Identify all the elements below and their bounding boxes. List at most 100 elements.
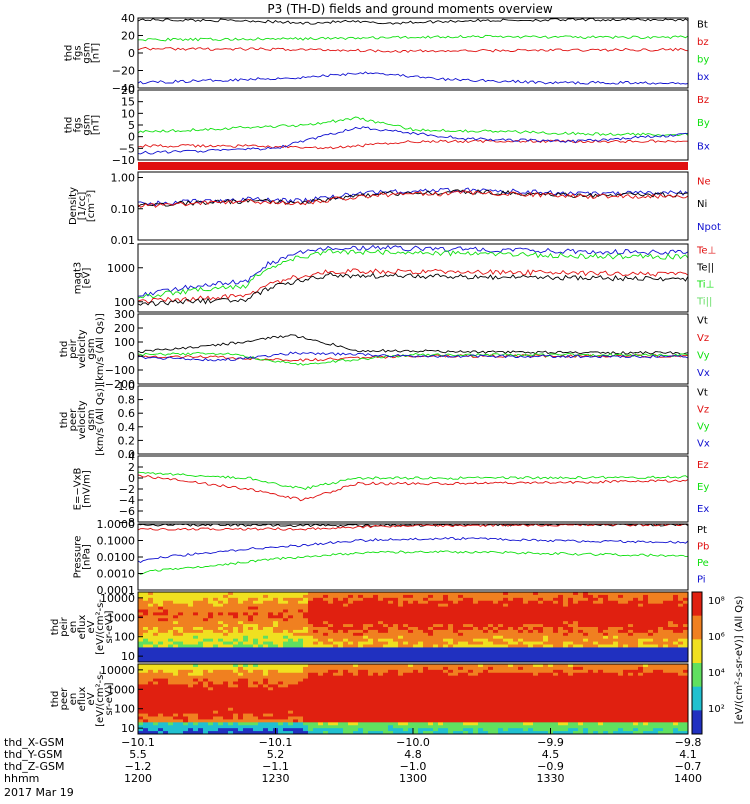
spectrogram-cell <box>378 650 384 653</box>
spectrogram-cell <box>333 642 339 645</box>
spectrogram-cell <box>238 705 244 708</box>
spectrogram-cell <box>628 630 634 633</box>
spectrogram-cell <box>453 621 459 624</box>
spectrogram-cell <box>383 607 389 610</box>
spectrogram-cell <box>158 702 164 705</box>
spectrogram-cell <box>288 673 294 676</box>
spectrogram-cell <box>583 601 589 604</box>
spectrogram-cell <box>383 690 389 693</box>
spectrogram-cell <box>263 615 269 618</box>
spectrogram-cell <box>423 664 429 667</box>
spectrogram-cell <box>488 647 494 650</box>
spectrogram-cell <box>453 598 459 601</box>
spectrogram-cell <box>383 592 389 595</box>
spectrogram-cell <box>168 645 174 648</box>
spectrogram-cell <box>278 610 284 613</box>
spectrogram-cell <box>263 645 269 648</box>
spectrogram-cell <box>373 630 379 633</box>
spectrogram-cell <box>293 645 299 648</box>
spectrogram-cell <box>383 621 389 624</box>
spectrogram-cell <box>493 705 499 708</box>
spectrogram-cell <box>503 725 509 728</box>
spectrogram-cell <box>353 687 359 690</box>
spectrogram-cell <box>543 624 549 627</box>
spectrogram-cell <box>488 699 494 702</box>
spectrogram-cell <box>648 653 654 656</box>
spectrogram-cell <box>523 604 529 607</box>
spectrogram-cell <box>328 719 334 722</box>
spectrogram-cell <box>608 595 614 598</box>
spectrogram-cell <box>518 664 524 667</box>
spectrogram-cell <box>258 722 264 725</box>
spectrogram-cell <box>203 615 209 618</box>
spectrogram-cell <box>168 717 174 720</box>
spectrogram-cell <box>373 682 379 685</box>
spectrogram-cell <box>473 719 479 722</box>
spectrogram-cell <box>593 621 599 624</box>
spectrogram-cell <box>208 636 214 639</box>
spectrogram-cell <box>438 714 444 717</box>
spectrogram-cell <box>408 650 414 653</box>
spectrogram-cell <box>373 604 379 607</box>
spectrogram-cell <box>568 595 574 598</box>
spectrogram-cell <box>208 656 214 659</box>
spectrogram-cell <box>563 607 569 610</box>
spectrogram-cell <box>478 624 484 627</box>
spectrogram-cell <box>488 650 494 653</box>
spectrogram-cell <box>623 630 629 633</box>
spectrogram-cell <box>318 647 324 650</box>
spectrogram-cell <box>483 690 489 693</box>
spectrogram-cell <box>528 722 534 725</box>
spectrogram-cell <box>538 719 544 722</box>
spectrogram-cell <box>363 714 369 717</box>
spectrogram-cell <box>228 642 234 645</box>
spectrogram-cell <box>193 639 199 642</box>
spectrogram-cell <box>478 693 484 696</box>
spectrogram-cell <box>448 690 454 693</box>
spectrogram-cell <box>573 627 579 630</box>
spectrogram-cell <box>273 650 279 653</box>
spectrogram-cell <box>668 624 674 627</box>
spectrogram-cell <box>463 656 469 659</box>
spectrogram-cell <box>468 676 474 679</box>
spectrogram-cell <box>348 647 354 650</box>
spectrogram-cell <box>403 684 409 687</box>
spectrogram-cell <box>158 595 164 598</box>
spectrogram-cell <box>673 642 679 645</box>
spectrogram-cell <box>498 592 504 595</box>
spectrogram-cell <box>543 684 549 687</box>
spectrogram-cell <box>653 627 659 630</box>
spectrogram-cell <box>163 639 169 642</box>
spectrogram-cell <box>418 612 424 615</box>
spectrogram-cell <box>513 682 519 685</box>
spectrogram-cell <box>233 722 239 725</box>
spectrogram-cell <box>548 711 554 714</box>
spectrogram-cell <box>298 676 304 679</box>
spectrogram-cell <box>368 682 374 685</box>
spectrogram-cell <box>603 610 609 613</box>
spectrogram-cell <box>328 633 334 636</box>
spectrogram-cell <box>413 627 419 630</box>
spectrogram-cell <box>553 653 559 656</box>
spectrogram-cell <box>448 621 454 624</box>
spectrogram-cell <box>528 664 534 667</box>
spectrogram-cell <box>358 595 364 598</box>
spectrogram-cell <box>408 702 414 705</box>
spectrogram-cell <box>318 714 324 717</box>
spectrogram-cell <box>278 693 284 696</box>
spectrogram-cell <box>138 699 144 702</box>
y-axis-label: [cm⁻³] <box>86 190 97 222</box>
spectrogram-cell <box>448 664 454 667</box>
spectrogram-cell <box>283 664 289 667</box>
spectrogram-cell <box>343 684 349 687</box>
spectrogram-cell <box>483 647 489 650</box>
spectrogram-cell <box>448 642 454 645</box>
spectrogram-cell <box>233 633 239 636</box>
spectrogram-cell <box>248 708 254 711</box>
spectrogram-cell <box>248 717 254 720</box>
spectrogram-cell <box>398 714 404 717</box>
spectrogram-cell <box>138 645 144 648</box>
spectrogram-cell <box>468 630 474 633</box>
spectrogram-cell <box>583 618 589 621</box>
spectrogram-cell <box>413 728 419 731</box>
